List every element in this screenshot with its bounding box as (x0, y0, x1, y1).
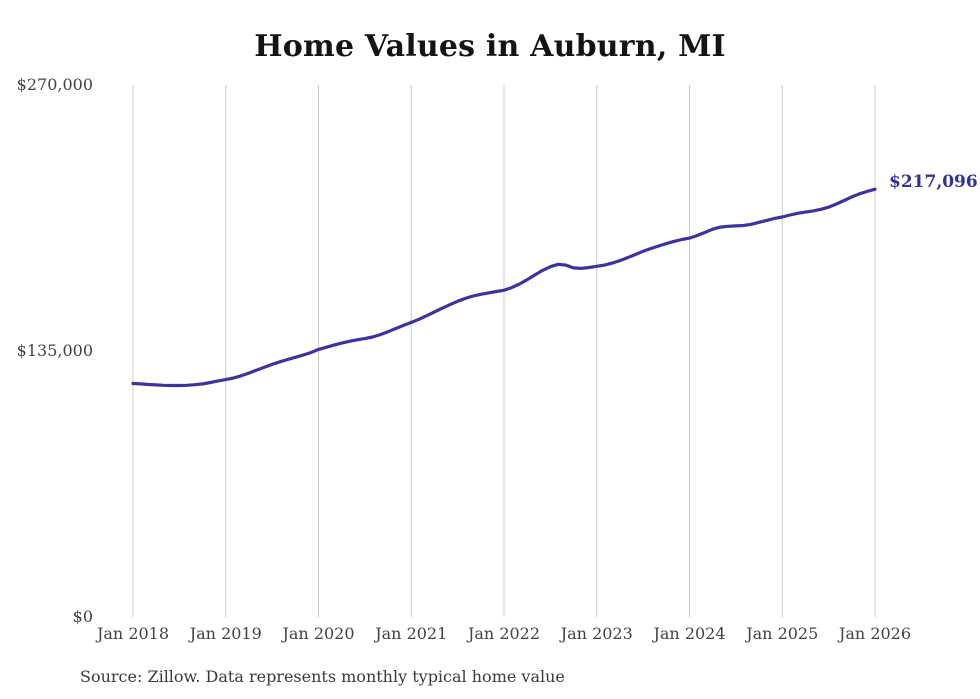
home-value-line (131, 187, 877, 388)
x-axis-tick-label: Jan 2022 (467, 624, 541, 643)
x-axis-tick-label: Jan 2019 (189, 624, 262, 643)
x-axis-tick-label: Jan 2023 (560, 624, 633, 643)
x-axis-tick-label: Jan 2025 (746, 624, 819, 643)
chart-title: Home Values in Auburn, MI (254, 29, 726, 64)
x-axis-tick-label: Jan 2020 (282, 624, 355, 643)
x-axis-tick-label: Jan 2024 (653, 624, 726, 643)
y-axis-tick-label: $0 (72, 607, 93, 626)
x-axis-tick-label: Jan 2018 (96, 624, 170, 643)
source-note: Source: Zillow. Data represents monthly … (80, 667, 565, 686)
latest-value-label: $217,096 (889, 172, 978, 193)
x-axis-tick-label: Jan 2021 (375, 624, 448, 643)
y-axis-tick-label: $135,000 (16, 341, 93, 360)
y-axis-tick-label: $270,000 (16, 75, 93, 94)
x-axis-tick-label: Jan 2026 (838, 624, 912, 643)
